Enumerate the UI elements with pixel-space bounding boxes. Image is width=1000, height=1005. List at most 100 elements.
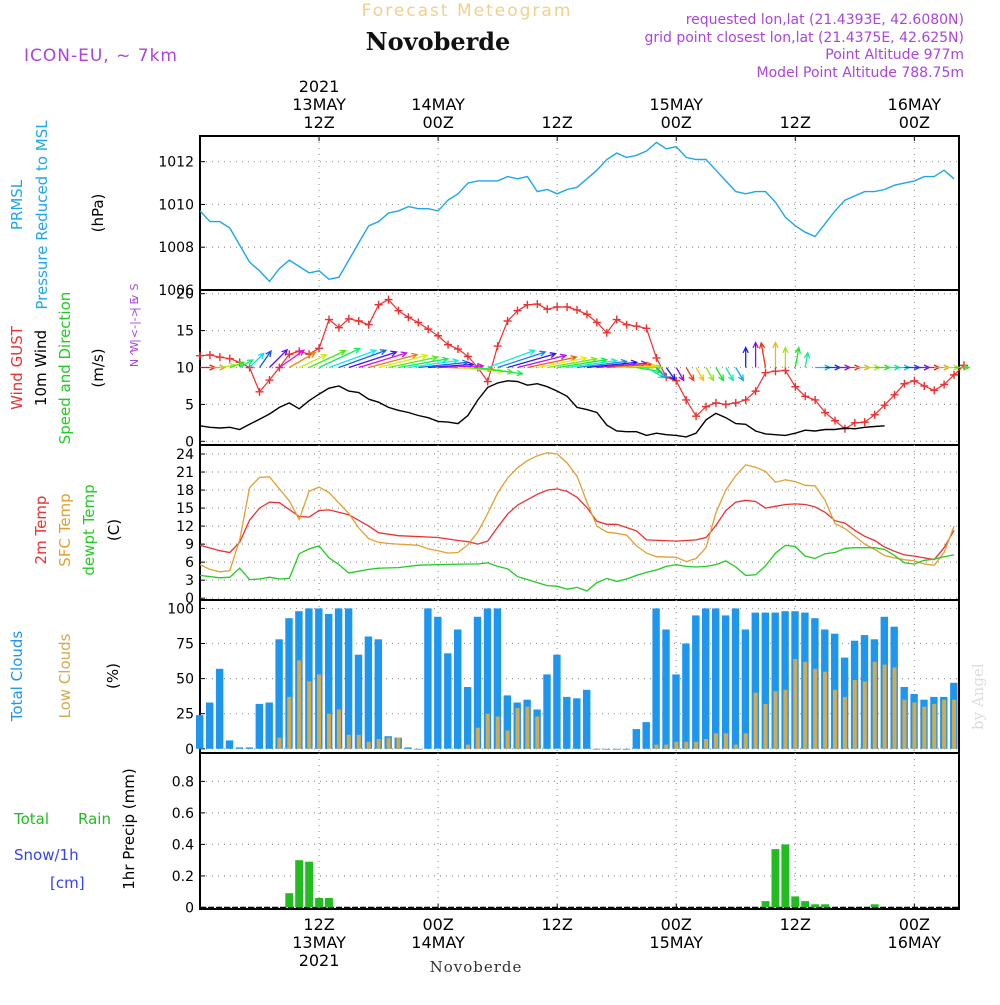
legend-rain: Rain <box>78 810 111 828</box>
low-cloud-bar <box>336 709 341 749</box>
axis-title: Total Clouds <box>8 631 26 723</box>
y-tick-label: 12 <box>176 519 194 535</box>
low-cloud-bar <box>704 739 708 749</box>
y-tick-label: 15 <box>176 324 194 340</box>
bottom-time-label: 00Z <box>422 915 453 934</box>
gust-point <box>850 418 859 427</box>
wind-direction-arrow <box>268 348 289 368</box>
direction-key-part: v <box>128 294 141 301</box>
gust-point <box>334 323 343 332</box>
wind-speed-line <box>199 380 885 438</box>
total-cloud-bar <box>672 674 680 749</box>
low-cloud-bar <box>327 713 331 749</box>
wind-direction-arrow <box>229 361 246 369</box>
gust-point <box>920 381 929 390</box>
y-tick-label: 25 <box>176 707 194 723</box>
total-cloud-bar <box>652 608 660 749</box>
top-time-label: 16MAY <box>888 95 942 114</box>
footer-title: Novoberde <box>430 958 523 976</box>
low-cloud-bar <box>763 703 768 749</box>
wind-direction-arrow <box>517 353 568 369</box>
total-cloud-bar <box>444 653 452 749</box>
top-time-label: 00Z <box>661 113 692 132</box>
gust-point <box>860 418 869 427</box>
y-tick-label: 5 <box>185 397 194 413</box>
total-cloud-bar <box>473 616 482 749</box>
rain-bar <box>771 849 780 908</box>
total-cloud-bar <box>285 618 293 749</box>
axis-title: (m/s) <box>89 348 107 387</box>
y-tick-label: 0 <box>185 742 194 758</box>
wind-direction-arrow <box>487 349 537 369</box>
wind-direction-arrow <box>249 352 265 368</box>
total-cloud-bar <box>434 616 442 749</box>
low-cloud-bar <box>396 737 401 749</box>
total-cloud-bar <box>503 695 511 749</box>
gust-point <box>771 367 780 376</box>
low-cloud-bar <box>932 703 937 749</box>
total-cloud-bar <box>543 674 551 749</box>
gust-point <box>414 318 423 327</box>
bottom-time-label: 00Z <box>661 915 692 934</box>
gust-point <box>741 395 750 404</box>
total-cloud-bar <box>206 702 214 749</box>
low-cloud-bar <box>723 733 728 749</box>
gust-point <box>672 376 681 385</box>
low-cloud-bar <box>892 667 897 749</box>
wind-direction-arrow <box>278 349 306 369</box>
top-time-label: 13MAY <box>292 95 346 114</box>
model-label: ICON-EU, ~ 7km <box>24 46 178 66</box>
total-cloud-bar <box>771 612 779 749</box>
rain-bar <box>325 898 333 908</box>
y-tick-label: 75 <box>176 637 194 653</box>
total-cloud-bar <box>424 608 432 749</box>
gust-point <box>463 352 472 361</box>
gust-point <box>205 350 214 359</box>
low-cloud-bar <box>753 692 758 749</box>
low-cloud-bar <box>733 744 738 749</box>
rain-bar <box>315 898 323 908</box>
total-cloud-bar <box>245 747 253 749</box>
gust-point <box>870 410 879 419</box>
low-cloud-bar <box>912 702 917 749</box>
direction-key-part: W <-|-> E <box>128 298 141 353</box>
total-cloud-bar <box>592 748 601 750</box>
total-cloud-bar <box>463 687 472 749</box>
gust-point <box>652 353 661 362</box>
gust-point <box>940 380 949 389</box>
gust-point <box>543 305 552 314</box>
total-cloud-bar <box>334 608 343 749</box>
temp-line-sfc <box>199 452 955 573</box>
wind-direction-arrow <box>308 349 347 369</box>
y-tick-label: 0 <box>185 591 194 607</box>
direction-key-part: N <box>128 359 141 367</box>
gust-point <box>196 351 204 360</box>
axis-title: Low Clouds <box>56 633 74 718</box>
low-cloud-bar <box>882 664 887 749</box>
wind-direction-arrow <box>954 364 971 371</box>
gust-point <box>424 325 433 334</box>
temp-line-t2m <box>199 488 955 561</box>
gust-line <box>199 298 965 430</box>
pressure-line <box>199 141 955 283</box>
gust-point <box>563 302 572 311</box>
gust-point <box>830 416 839 425</box>
low-cloud-bar <box>833 689 837 749</box>
wind-direction-arrow <box>378 353 429 369</box>
total-cloud-bar <box>354 654 363 749</box>
rain-bar <box>295 860 304 908</box>
legend-total: Total <box>13 810 49 828</box>
low-cloud-bar <box>307 681 312 749</box>
gust-point <box>324 315 333 324</box>
gust-point <box>285 350 294 359</box>
gust-point <box>642 324 651 333</box>
total-cloud-bar <box>275 639 283 749</box>
charts-layer: 1006100810101012051015200369121518212402… <box>8 77 971 970</box>
watermark: by Angel <box>969 663 987 730</box>
rain-bar <box>781 844 790 908</box>
wind-direction-arrow <box>752 341 759 368</box>
y-tick-label: 3 <box>185 573 194 589</box>
low-cloud-bar <box>793 659 798 749</box>
rain-bar <box>870 904 879 908</box>
